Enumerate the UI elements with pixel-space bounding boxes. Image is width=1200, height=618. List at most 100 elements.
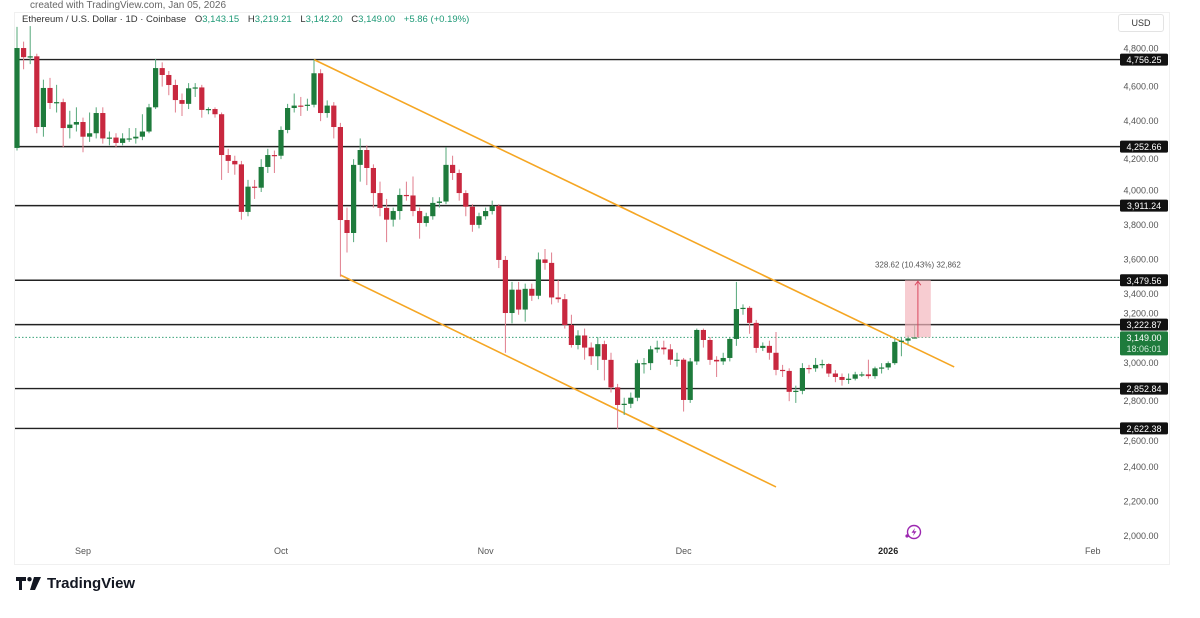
- price-axis: 2,000.00 2,200.00 2,400.00 2,600.00 2,800.00…: [1120, 44, 1168, 541]
- y-tick-label: 3,600.00: [1123, 254, 1158, 264]
- candle: [674, 352, 680, 367]
- bar-countdown-label: 18:06:01: [1126, 344, 1161, 354]
- candle-body: [661, 347, 667, 350]
- currency-button[interactable]: USD: [1118, 14, 1164, 32]
- candle-body: [516, 289, 522, 310]
- candle: [139, 114, 145, 141]
- candle-body: [232, 160, 238, 165]
- candle: [773, 332, 779, 376]
- candle-body: [14, 48, 20, 148]
- candle: [93, 107, 99, 139]
- candle: [172, 79, 178, 113]
- candle-body: [832, 373, 838, 377]
- candle: [205, 107, 211, 115]
- candle-body: [813, 364, 819, 369]
- candle-body: [40, 87, 46, 128]
- candle-body: [271, 155, 277, 157]
- level-price-label: 3,479.56: [1126, 276, 1161, 286]
- level-price-label: 2,852.84: [1126, 384, 1161, 394]
- candle: [542, 249, 548, 270]
- candle: [238, 160, 244, 220]
- level-price-badge: [1120, 422, 1168, 435]
- candle: [535, 252, 541, 300]
- measure-arrowhead-icon: [914, 280, 922, 286]
- candle: [766, 340, 772, 360]
- candle: [311, 59, 317, 108]
- candle-body: [720, 357, 726, 362]
- candle: [47, 77, 53, 110]
- candle: [331, 102, 337, 139]
- candle-body: [67, 124, 73, 129]
- candle-body: [681, 359, 687, 400]
- candle: [892, 338, 898, 365]
- candle-body: [423, 216, 429, 223]
- candle-body: [219, 114, 225, 156]
- candle: [357, 138, 363, 182]
- candle-body: [522, 288, 528, 310]
- candle: [265, 148, 271, 174]
- candle: [370, 164, 376, 208]
- channel-lower-line: [340, 274, 777, 488]
- candle-body: [311, 73, 317, 105]
- candle: [753, 319, 759, 353]
- level-price-badge: [1120, 318, 1168, 331]
- candle-body: [390, 211, 396, 220]
- candle-body: [727, 338, 733, 358]
- candle-body: [740, 307, 746, 310]
- candle-body: [568, 324, 574, 345]
- candle: [364, 145, 370, 186]
- candle-body: [100, 113, 106, 139]
- lightning-icon[interactable]: [905, 524, 922, 540]
- candle: [337, 122, 343, 277]
- candle: [126, 128, 132, 142]
- tradingview-logo[interactable]: TradingView: [16, 575, 135, 592]
- candle: [608, 352, 614, 393]
- candle-body: [694, 329, 700, 362]
- candle-body: [318, 73, 324, 114]
- change-value: +5.86 (+0.19%): [403, 14, 470, 25]
- candle-body: [575, 335, 581, 345]
- logo-text: TradingView: [47, 575, 136, 592]
- candle: [87, 112, 93, 142]
- candle: [780, 364, 786, 377]
- candle-body: [443, 164, 449, 202]
- candle: [232, 155, 238, 175]
- candle: [212, 107, 218, 118]
- chart-pane[interactable]: [14, 12, 1170, 565]
- candle-body: [634, 363, 640, 398]
- horizontal-levels: [15, 58, 1120, 430]
- candle: [846, 373, 852, 384]
- candle-body: [106, 137, 112, 139]
- candle: [898, 337, 904, 357]
- candle: [628, 392, 634, 409]
- symbol-title[interactable]: Ethereum / U.S. Dollar · 1D · Coinbase: [22, 14, 187, 25]
- candle-body: [747, 307, 753, 323]
- candle-body: [351, 164, 357, 233]
- candle: [153, 58, 159, 110]
- candle-body: [707, 339, 713, 360]
- last-price-badge: [1120, 331, 1168, 356]
- candle: [423, 212, 429, 227]
- y-tick-label: 2,600.00: [1123, 436, 1158, 446]
- level-price-badge: [1120, 199, 1168, 212]
- candle-body: [476, 216, 482, 225]
- candle-body: [898, 340, 904, 342]
- candle: [681, 357, 687, 412]
- open-value: 3,143.15: [202, 14, 240, 25]
- candle-body: [344, 220, 350, 233]
- candle-body: [799, 367, 805, 391]
- candle: [733, 281, 739, 346]
- candle: [707, 337, 713, 365]
- candle-body: [225, 155, 231, 161]
- candle: [456, 169, 462, 201]
- candle-body: [687, 361, 693, 400]
- candle: [54, 84, 60, 113]
- candle-body: [509, 289, 515, 314]
- y-tick-label: 4,600.00: [1123, 82, 1158, 92]
- candle-body: [615, 387, 621, 405]
- candle-body: [146, 107, 152, 132]
- low-value: 3,142.20: [305, 14, 343, 25]
- candle: [641, 357, 647, 374]
- candle-body: [166, 74, 172, 86]
